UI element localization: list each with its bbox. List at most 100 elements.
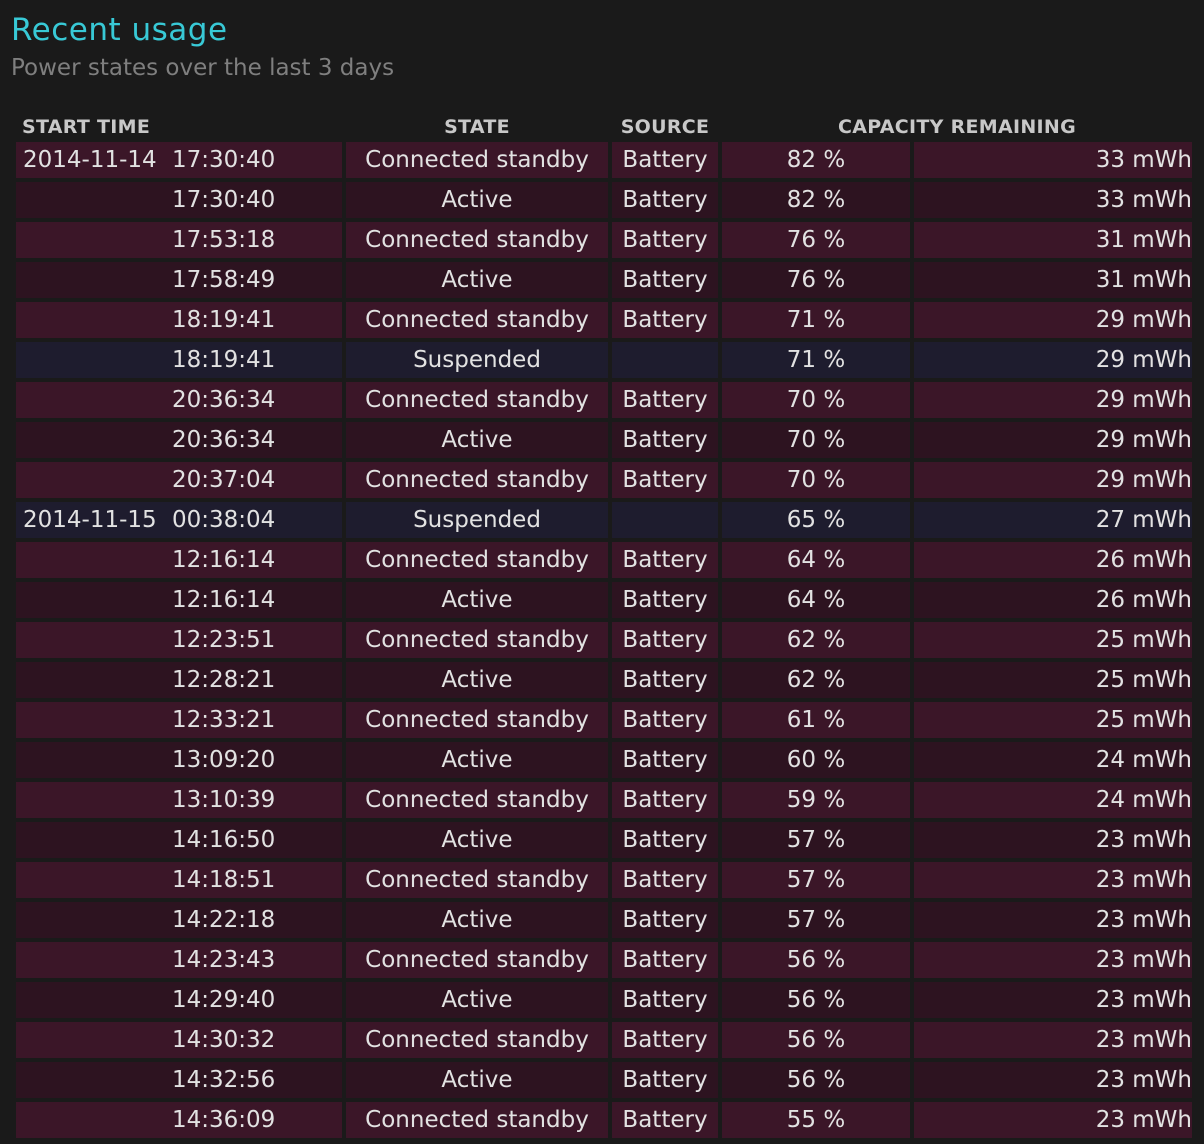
start-time: 17:30:40: [172, 147, 276, 173]
state-cell: Suspended: [346, 502, 608, 538]
start-time-cell: 14:23:43: [16, 942, 342, 978]
capacity-mwh-cell: 23 mWh: [914, 822, 1193, 858]
table-row: 14:30:32 Connected standby Battery 56 % 23 m…: [16, 1022, 1193, 1058]
start-time-cell: 12:23:51: [16, 622, 342, 658]
start-time: 12:16:14: [172, 587, 276, 613]
source-cell: Battery: [612, 302, 718, 338]
capacity-mwh-cell: 24 mWh: [914, 782, 1193, 818]
recent-usage-table: START TIME STATE SOURCE CAPACITY REMAINI…: [12, 112, 1196, 1142]
source-cell: Battery: [612, 782, 718, 818]
capacity-percent-cell: 71 %: [722, 302, 910, 338]
capacity-percent-cell: 57 %: [722, 822, 910, 858]
state-cell: Suspended: [346, 342, 608, 378]
state-cell: Connected standby: [346, 142, 608, 178]
source-cell: Battery: [612, 622, 718, 658]
state-cell: Connected standby: [346, 222, 608, 258]
capacity-mwh-cell: 25 mWh: [914, 662, 1193, 698]
table-row: 13:10:39 Connected standby Battery 59 % 24 m…: [16, 782, 1193, 818]
table-row: 20:37:04 Connected standby Battery 70 % 29 m…: [16, 462, 1193, 498]
capacity-mwh-cell: 29 mWh: [914, 382, 1193, 418]
start-time-cell: 14:16:50: [16, 822, 342, 858]
start-time-cell: 13:09:20: [16, 742, 342, 778]
source-cell: Battery: [612, 462, 718, 498]
state-cell: Connected standby: [346, 462, 608, 498]
start-time: 00:38:04: [172, 507, 276, 533]
table-row: 14:29:40 Active Battery 56 % 23 mWh: [16, 982, 1193, 1018]
capacity-mwh-cell: 29 mWh: [914, 302, 1193, 338]
start-time-cell: 14:22:18: [16, 902, 342, 938]
source-cell: Battery: [612, 1102, 718, 1138]
table-row: 14:16:50 Active Battery 57 % 23 mWh: [16, 822, 1193, 858]
start-time: 12:23:51: [172, 627, 276, 653]
start-time-cell: 20:36:34: [16, 382, 342, 418]
table-row: 2014-11-15 00:38:04 Suspended 65 % 27 mWh: [16, 502, 1193, 538]
source-cell: Battery: [612, 942, 718, 978]
capacity-mwh-cell: 33 mWh: [914, 142, 1193, 178]
capacity-mwh-cell: 23 mWh: [914, 1062, 1193, 1098]
capacity-mwh-cell: 23 mWh: [914, 1102, 1193, 1138]
capacity-mwh-cell: 29 mWh: [914, 462, 1193, 498]
start-time: 12:28:21: [172, 667, 276, 693]
capacity-mwh-cell: 26 mWh: [914, 542, 1193, 578]
capacity-mwh-cell: 27 mWh: [914, 502, 1193, 538]
source-cell: Battery: [612, 582, 718, 618]
capacity-percent-cell: 56 %: [722, 982, 910, 1018]
source-cell: Battery: [612, 702, 718, 738]
start-time-cell: 12:28:21: [16, 662, 342, 698]
capacity-percent-cell: 61 %: [722, 702, 910, 738]
capacity-percent-cell: 76 %: [722, 262, 910, 298]
state-cell: Connected standby: [346, 542, 608, 578]
start-time: 20:36:34: [172, 387, 276, 413]
table-row: 14:23:43 Connected standby Battery 56 % 23 m…: [16, 942, 1193, 978]
state-cell: Connected standby: [346, 622, 608, 658]
capacity-percent-cell: 56 %: [722, 1062, 910, 1098]
table-body: 2014-11-14 17:30:40 Connected standby Batte…: [16, 142, 1193, 1138]
capacity-mwh-cell: 24 mWh: [914, 742, 1193, 778]
table-row: 14:36:09 Connected standby Battery 55 % 23 m…: [16, 1102, 1193, 1138]
table-row: 18:19:41 Connected standby Battery 71 % 29 m…: [16, 302, 1193, 338]
capacity-percent-cell: 60 %: [722, 742, 910, 778]
capacity-mwh-cell: 23 mWh: [914, 942, 1193, 978]
source-cell: Battery: [612, 542, 718, 578]
start-time-cell: 2014-11-15 00:38:04: [16, 502, 342, 538]
start-date: 2014-11-14: [23, 147, 157, 173]
table-row: 2014-11-14 17:30:40 Connected standby Batte…: [16, 142, 1193, 178]
capacity-percent-cell: 64 %: [722, 582, 910, 618]
state-cell: Connected standby: [346, 1022, 608, 1058]
start-time-cell: 18:19:41: [16, 302, 342, 338]
table-row: 17:53:18 Connected standby Battery 76 % 31 m…: [16, 222, 1193, 258]
capacity-percent-cell: 70 %: [722, 462, 910, 498]
source-cell: Battery: [612, 742, 718, 778]
capacity-mwh-cell: 29 mWh: [914, 422, 1193, 458]
start-time: 18:19:41: [172, 347, 276, 373]
start-time: 13:10:39: [172, 787, 276, 813]
capacity-mwh-cell: 23 mWh: [914, 982, 1193, 1018]
page-subtitle: Power states over the last 3 days: [11, 55, 395, 81]
capacity-mwh-cell: 25 mWh: [914, 702, 1193, 738]
start-date: 2014-11-15: [23, 507, 157, 533]
start-time-cell: 17:58:49: [16, 262, 342, 298]
capacity-percent-cell: 76 %: [722, 222, 910, 258]
source-cell: [612, 502, 718, 538]
table-row: 18:19:41 Suspended 71 % 29 mWh: [16, 342, 1193, 378]
capacity-percent-cell: 57 %: [722, 862, 910, 898]
start-time: 13:09:20: [172, 747, 276, 773]
start-time: 12:33:21: [172, 707, 276, 733]
state-cell: Active: [346, 902, 608, 938]
page-title: Recent usage: [11, 12, 228, 48]
table-row: 12:16:14 Connected standby Battery 64 % 26 m…: [16, 542, 1193, 578]
start-time: 14:29:40: [172, 987, 276, 1013]
start-time-cell: 20:37:04: [16, 462, 342, 498]
start-time-cell: 14:30:32: [16, 1022, 342, 1058]
state-cell: Active: [346, 742, 608, 778]
source-cell: Battery: [612, 222, 718, 258]
column-header-state: STATE: [444, 116, 510, 138]
capacity-percent-cell: 55 %: [722, 1102, 910, 1138]
capacity-mwh-cell: 33 mWh: [914, 182, 1193, 218]
capacity-mwh-cell: 26 mWh: [914, 582, 1193, 618]
state-cell: Active: [346, 1062, 608, 1098]
table-row: 14:22:18 Active Battery 57 % 23 mWh: [16, 902, 1193, 938]
state-cell: Connected standby: [346, 382, 608, 418]
capacity-percent-cell: 82 %: [722, 142, 910, 178]
start-time-cell: 18:19:41: [16, 342, 342, 378]
